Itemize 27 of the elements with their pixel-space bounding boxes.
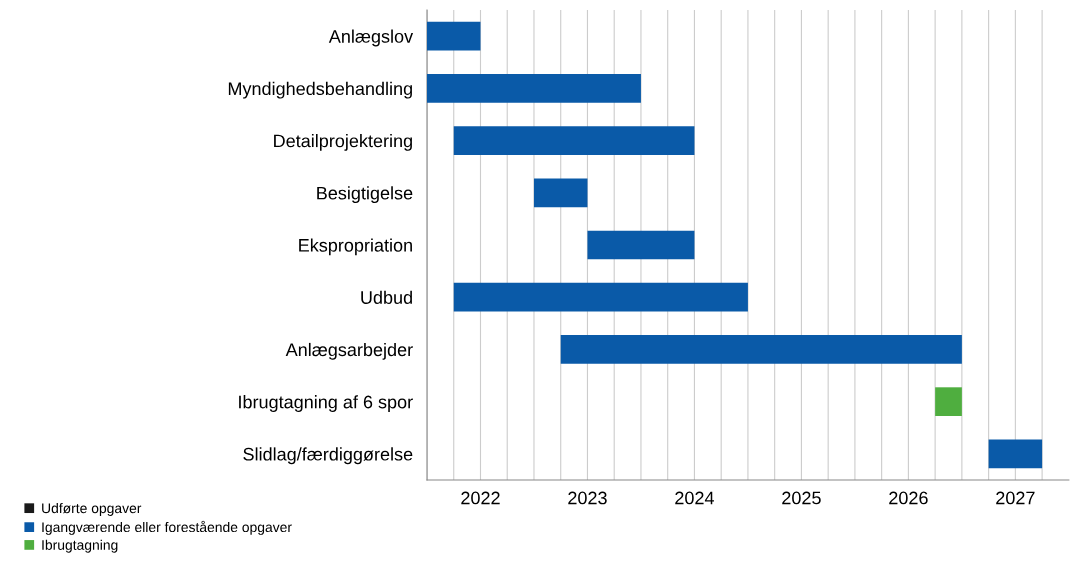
y-tick-label: Udbud <box>361 290 412 304</box>
legend-label: Udførte opgaver <box>42 502 142 516</box>
x-tick-label: 2026 <box>889 491 928 505</box>
x-tick-label: 2023 <box>568 491 607 505</box>
x-tick-label: 2022 <box>461 491 500 505</box>
bar <box>427 21 481 51</box>
legend-label: Igangværende eller forestående opgaver <box>42 520 292 535</box>
x-tick-label: 2025 <box>782 491 821 505</box>
y-tick-label: Anlægsarbejder <box>285 342 413 360</box>
bar <box>427 73 641 103</box>
x-tick-label: 2027 <box>996 491 1035 505</box>
y-tick-label: Anlægslov <box>328 29 414 47</box>
bar <box>560 335 962 364</box>
legend-label: Ibrugtagning <box>42 539 118 553</box>
bar <box>453 282 748 312</box>
bar <box>587 230 695 260</box>
bar <box>988 439 1043 469</box>
bar <box>533 178 588 208</box>
y-tick-label: Detailprojektering <box>274 134 412 151</box>
y-tick-label: Slidlag/færdiggørelse <box>243 447 413 465</box>
bar <box>453 126 695 155</box>
y-tick-label: Ibrugtagning af 6 spor <box>239 395 413 412</box>
y-tick-label: Besigtigelse <box>317 186 413 204</box>
x-tick-label: 2024 <box>675 491 714 505</box>
bar <box>935 387 962 417</box>
y-tick-label: Myndighedsbehandling <box>228 81 412 99</box>
y-tick-label: Ekspropriation <box>299 238 412 256</box>
